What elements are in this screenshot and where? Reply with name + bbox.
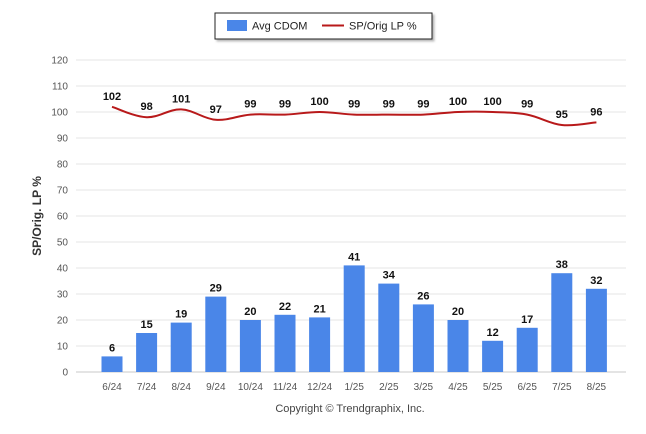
bar (447, 320, 469, 372)
legend-label: SP/Orig LP % (349, 21, 417, 33)
x-axis-ticks: 6/24 7/24 8/24 9/24 10/24 11/24 12/24 1/25 2/25 3… (102, 382, 606, 393)
y-tick-label: 100 (51, 108, 68, 119)
bar-data-label: 34 (383, 270, 396, 282)
line-data-label: 99 (244, 99, 256, 111)
x-tick-label: 1/25 (344, 382, 364, 393)
y-tick-label: 110 (52, 82, 68, 93)
line-data-label: 102 (103, 91, 121, 103)
bar-data-label: 12 (486, 327, 498, 339)
bar-data-label: 21 (313, 303, 325, 315)
line-series: 102 98 101 97 99 99 100 99 99 99 100 100 99 95 96 (103, 91, 603, 127)
x-tick-label: 10/24 (238, 382, 263, 393)
bar (101, 356, 123, 372)
line-path (111, 105, 597, 127)
legend-label: Avg CDOM (252, 21, 307, 33)
line-data-label: 99 (383, 99, 395, 111)
x-tick-label: 3/25 (414, 382, 434, 393)
bar (309, 317, 331, 372)
bar-data-label: 6 (109, 342, 115, 354)
line-data-label: 99 (521, 99, 533, 111)
bar-data-label: 38 (556, 259, 568, 271)
bar-data-label: 17 (521, 314, 533, 326)
bar (516, 327, 538, 372)
line-data-label: 97 (210, 104, 222, 116)
x-tick-label: 2/25 (379, 382, 399, 393)
bar (274, 314, 296, 372)
bar (205, 296, 227, 372)
bar-data-label: 15 (140, 319, 152, 331)
y-tick-label: 40 (57, 264, 69, 275)
y-axis-ticks: 0 10 20 30 40 50 60 70 80 90 100 110 120 (51, 56, 68, 379)
bar-data-label: 32 (590, 275, 602, 287)
y-tick-label: 70 (57, 186, 69, 197)
bar (551, 273, 573, 372)
line-data-label: 98 (140, 101, 152, 113)
legend: Avg CDOM SP/Orig LP % (214, 12, 433, 40)
y-tick-label: 60 (57, 212, 69, 223)
x-tick-label: 7/24 (137, 382, 157, 393)
x-tick-label: 12/24 (307, 382, 332, 393)
x-tick-label: 8/25 (587, 382, 607, 393)
line-data-label: 100 (449, 96, 467, 108)
y-tick-label: 120 (51, 56, 68, 67)
y-tick-label: 0 (62, 368, 68, 379)
y-tick-label: 30 (57, 290, 69, 301)
line-data-label: 101 (172, 93, 190, 105)
x-tick-label: 6/24 (102, 382, 122, 393)
y-tick-label: 90 (57, 134, 69, 145)
y-tick-label: 20 (57, 316, 69, 327)
line-data-label: 99 (417, 99, 429, 111)
y-tick-label: 80 (57, 160, 69, 171)
x-tick-label: 11/24 (273, 382, 298, 393)
bar (170, 322, 192, 372)
line-data-label: 96 (590, 106, 602, 118)
y-tick-label: 50 (57, 238, 69, 249)
line-data-label: 100 (483, 96, 501, 108)
bar-data-label: 26 (417, 290, 429, 302)
bar-data-label: 20 (452, 306, 464, 318)
x-tick-label: 4/25 (448, 382, 468, 393)
y-tick-label: 10 (57, 342, 69, 353)
copyright-text: Copyright © Trendgraphix, Inc. (275, 403, 424, 415)
x-tick-label: 5/25 (483, 382, 503, 393)
bar-data-label: 19 (175, 309, 187, 321)
line-data-label: 100 (310, 96, 328, 108)
bar (136, 333, 158, 372)
x-tick-label: 7/25 (552, 382, 572, 393)
x-tick-label: 9/24 (206, 382, 226, 393)
bar (482, 340, 504, 372)
bar-data-label: 20 (244, 306, 256, 318)
bar-data-label: 41 (348, 251, 360, 263)
x-tick-label: 8/24 (171, 382, 191, 393)
line-data-label: 99 (348, 99, 360, 111)
line-data-label: 99 (279, 99, 291, 111)
bar-data-label: 29 (210, 283, 222, 295)
bar (585, 288, 607, 372)
y-axis-title: SP/Orig. LP % (30, 176, 44, 256)
bar (343, 265, 365, 372)
bar-data-label: 22 (279, 301, 291, 313)
x-tick-label: 6/25 (517, 382, 537, 393)
bar (378, 283, 400, 372)
legend-swatch-bar (227, 20, 247, 31)
bar (412, 304, 434, 372)
line-data-label: 95 (556, 109, 568, 121)
bar (239, 320, 261, 372)
bar-series: 6 15 19 29 20 22 21 41 34 26 20 12 17 38 32 (101, 251, 607, 372)
